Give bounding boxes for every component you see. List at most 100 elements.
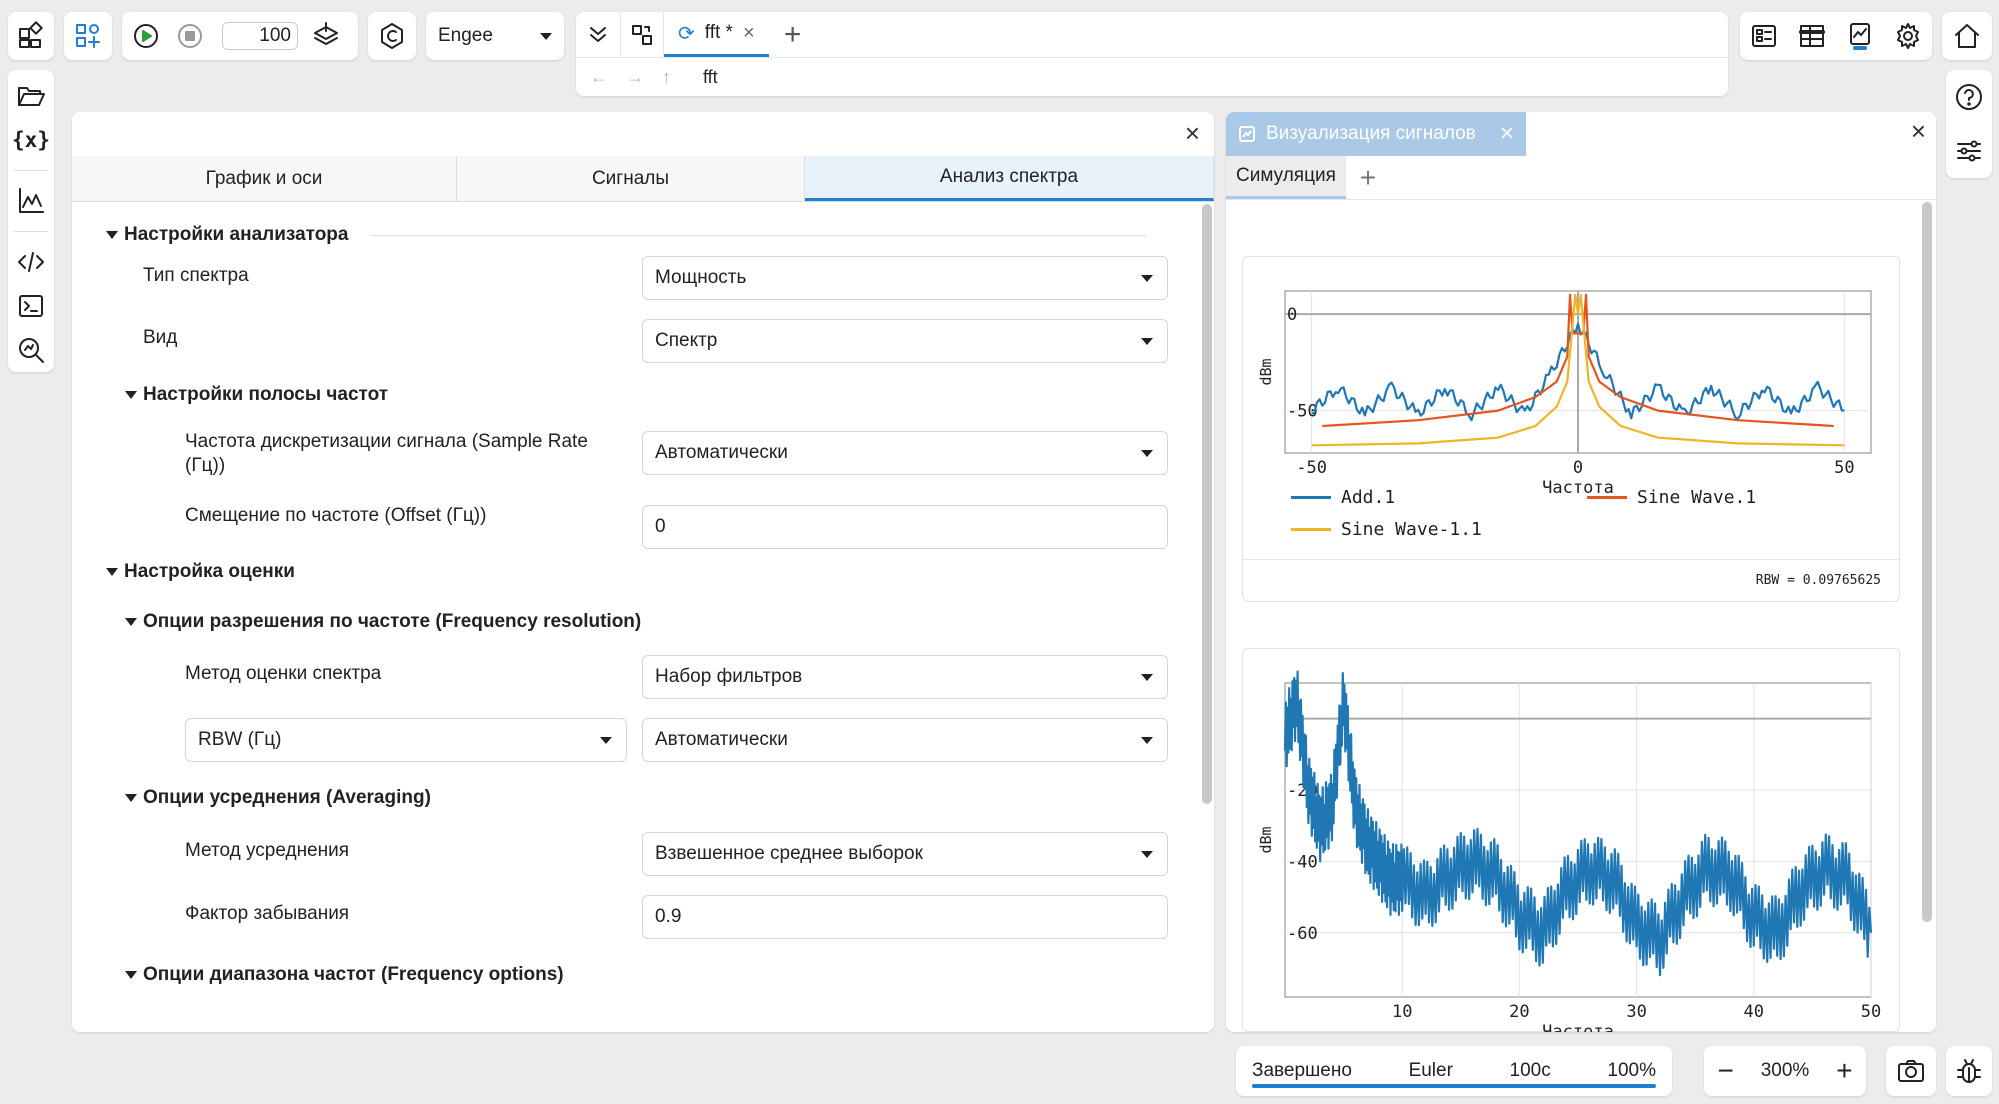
section-band[interactable]: Настройки полосы частот: [125, 384, 925, 406]
viz-scrollbar[interactable]: [1922, 202, 1932, 922]
forgetting-factor-input[interactable]: 0.9: [642, 895, 1168, 939]
collapse-triangle-icon: [106, 231, 118, 239]
solver-select[interactable]: Engee: [426, 12, 564, 60]
add-block-button[interactable]: [64, 12, 112, 60]
section-frequency-options[interactable]: Опции диапазона частот (Frequency option…: [125, 964, 925, 986]
add-run-button[interactable]: +: [1359, 161, 1377, 193]
file-browser-button[interactable]: [16, 74, 46, 118]
script-editor-button[interactable]: [16, 240, 46, 284]
home-button[interactable]: [1942, 12, 1992, 60]
section-title: Настройка оценки: [124, 561, 295, 582]
y-axis-label: dBm: [1257, 358, 1275, 385]
close-icon[interactable]: ×: [742, 21, 755, 44]
debug-button[interactable]: [1946, 1046, 1992, 1096]
rbw-note: RBW = 0.09765625: [1755, 573, 1881, 588]
layers-button[interactable]: [304, 14, 348, 58]
viz-window-tab[interactable]: Визуализация сигналов ×: [1226, 112, 1526, 156]
status-bar: Завершено Euler 100с 100%: [1236, 1046, 1672, 1096]
section-averaging[interactable]: Опции усреднения (Averaging): [125, 787, 925, 809]
double-chevron-down-icon: [590, 26, 606, 42]
chevron-down-icon: [1141, 449, 1153, 457]
up-arrow-icon[interactable]: ↑: [662, 66, 671, 87]
offset-label: Смещение по частоте (Offset (Гц)): [185, 505, 487, 526]
zoom-out-button[interactable]: −: [1717, 1055, 1734, 1086]
legend-entry-sine-wave-1[interactable]: Sine Wave-1.1: [1291, 519, 1482, 540]
close-icon[interactable]: ×: [1184, 118, 1200, 148]
y-axis-label: dBm: [1257, 826, 1275, 853]
series-line-1: [1322, 293, 1834, 428]
spectrum-chart-1[interactable]: -50 0 50 0 -50 Частота dBm: [1243, 257, 1899, 557]
forward-arrow-icon[interactable]: →: [626, 66, 644, 87]
zoom-in-button[interactable]: +: [1836, 1055, 1853, 1086]
x-tick-label: 40: [1744, 1002, 1764, 1022]
view-select[interactable]: Спектр: [642, 319, 1168, 363]
tab-signals[interactable]: Сигналы: [457, 156, 805, 201]
document-tab-fft[interactable]: ⟳ fft * ×: [664, 12, 769, 57]
series-line-0: [1283, 670, 1873, 977]
status-solver: Euler: [1408, 1060, 1453, 1081]
stop-button[interactable]: [168, 14, 212, 58]
spectrum-type-select[interactable]: Мощность: [642, 256, 1168, 300]
view-label: Вид: [143, 327, 178, 348]
home-icon: [1955, 24, 1979, 48]
scope-settings-panel: × График и оси Сигналы Анализ спектра На…: [72, 112, 1214, 1032]
legend-entry-add1[interactable]: Add.1: [1291, 487, 1395, 508]
tab-plot-axes[interactable]: График и оси: [72, 156, 457, 201]
graphs-button[interactable]: [16, 179, 46, 223]
add-blocks-icon: [76, 24, 100, 48]
simulation-time-input[interactable]: 100: [222, 22, 298, 50]
select-value: Автоматически: [655, 729, 788, 750]
sample-rate-label: Частота дискретизации сигнала (Sample Ra…: [185, 431, 588, 476]
run-button[interactable]: [124, 14, 168, 58]
sidebar-divider: [14, 170, 48, 171]
chart-window-icon: [1239, 126, 1255, 142]
play-icon: [134, 24, 158, 48]
estimation-method-select[interactable]: Набор фильтров: [642, 655, 1168, 699]
select-value: Мощность: [655, 267, 747, 288]
chevron-down-icon: [600, 736, 612, 744]
table-view-button[interactable]: [1797, 21, 1827, 51]
settings-scrollbar[interactable]: [1202, 204, 1212, 804]
spectrum-chart-card-1: -50 0 50 0 -50 Частота dBm Add.1 Sine Wave.1 S…: [1242, 256, 1900, 602]
select-value: Взвешенное среднее выборок: [655, 843, 923, 864]
new-tab-button[interactable]: +: [769, 12, 817, 57]
legend-swatch: [1291, 496, 1331, 499]
variables-button[interactable]: {x}: [12, 118, 50, 162]
search-button[interactable]: [16, 328, 46, 372]
tab-simulation[interactable]: Симуляция: [1226, 156, 1346, 199]
properties-button[interactable]: [1954, 136, 1984, 166]
signal-viz-button[interactable]: [1845, 21, 1875, 51]
screenshot-button[interactable]: [1886, 1046, 1936, 1096]
document-tabstrip: ⟳ fft * × +: [576, 12, 1728, 58]
averaging-method-select[interactable]: Взвешенное среднее выборок: [642, 832, 1168, 876]
variables-icon: {x}: [12, 128, 50, 153]
rbw-mode-select[interactable]: RBW (Гц): [185, 718, 627, 762]
camera-icon: [1898, 1060, 1924, 1082]
back-arrow-icon[interactable]: ←: [590, 66, 608, 87]
close-icon[interactable]: ×: [1910, 116, 1926, 146]
switch-view-button[interactable]: [620, 12, 664, 57]
tab-spectrum-analysis[interactable]: Анализ спектра: [805, 156, 1214, 201]
table-icon: [1799, 25, 1825, 47]
select-value: Автоматически: [655, 442, 788, 463]
settings-button[interactable]: [1893, 21, 1923, 51]
legend-entry-sine-wave[interactable]: Sine Wave.1: [1587, 487, 1756, 508]
input-value: 0.9: [655, 906, 682, 927]
collapse-tabs-button[interactable]: [576, 12, 620, 57]
offset-input[interactable]: 0: [642, 505, 1168, 549]
legend-label: Sine Wave.1: [1637, 487, 1757, 508]
spectrum-type-label: Тип спектра: [143, 265, 249, 286]
sample-rate-select[interactable]: Автоматически: [642, 431, 1168, 475]
section-estimation[interactable]: Настройка оценки: [106, 561, 906, 583]
close-icon[interactable]: ×: [1499, 120, 1514, 147]
help-button[interactable]: [1954, 82, 1984, 112]
model-explorer-button[interactable]: [1749, 21, 1779, 51]
x-axis-label: Частота: [1542, 1022, 1614, 1032]
blocks-library-button[interactable]: [8, 12, 54, 60]
rbw-value-select[interactable]: Автоматически: [642, 718, 1168, 762]
section-resolution[interactable]: Опции разрешения по частоте (Frequency r…: [125, 611, 925, 633]
terminal-button[interactable]: [16, 284, 46, 328]
section-analyzer[interactable]: Настройки анализатора: [106, 224, 1146, 246]
code-generation-button[interactable]: [368, 12, 416, 60]
